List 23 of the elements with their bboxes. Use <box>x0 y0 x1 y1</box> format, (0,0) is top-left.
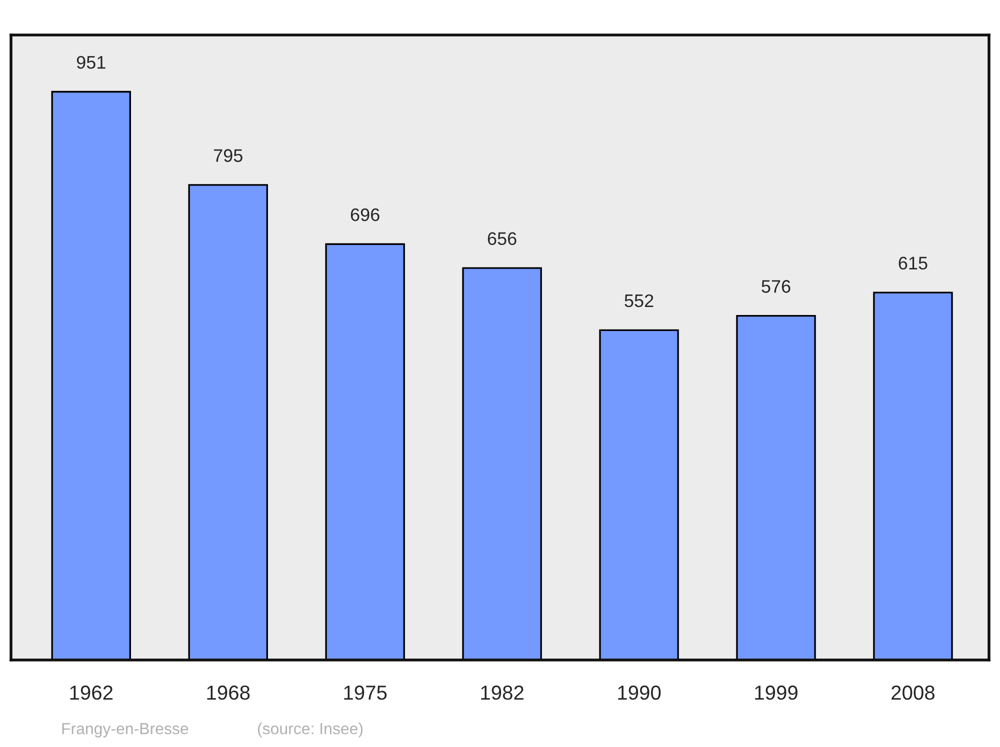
bar <box>736 314 816 660</box>
data-label: 656 <box>488 232 516 246</box>
text: Frangy-en-Bresse <box>62 723 188 738</box>
text: (source: Insee) <box>258 722 363 738</box>
bar <box>188 184 268 660</box>
bar <box>873 292 953 660</box>
data-label: 576 <box>762 280 790 293</box>
data-label: 615 <box>898 256 928 270</box>
x-tick-label: 1999 <box>755 686 798 700</box>
x-tick-label: 1990 <box>618 686 661 700</box>
data-label: 951 <box>76 56 106 69</box>
bar <box>51 90 132 660</box>
x-tick-label: 2008 <box>892 686 935 700</box>
bar <box>599 329 679 660</box>
data-label: 696 <box>350 208 380 222</box>
data-label: 795 <box>214 149 242 162</box>
data-label: 552 <box>624 294 654 308</box>
x-tick-label: 1968 <box>207 686 250 700</box>
bar <box>462 267 542 660</box>
x-tick-label: 1982 <box>481 686 524 700</box>
x-tick-label: 1962 <box>70 686 113 700</box>
x-tick-label: 1975 <box>344 686 387 700</box>
bar <box>325 243 405 660</box>
